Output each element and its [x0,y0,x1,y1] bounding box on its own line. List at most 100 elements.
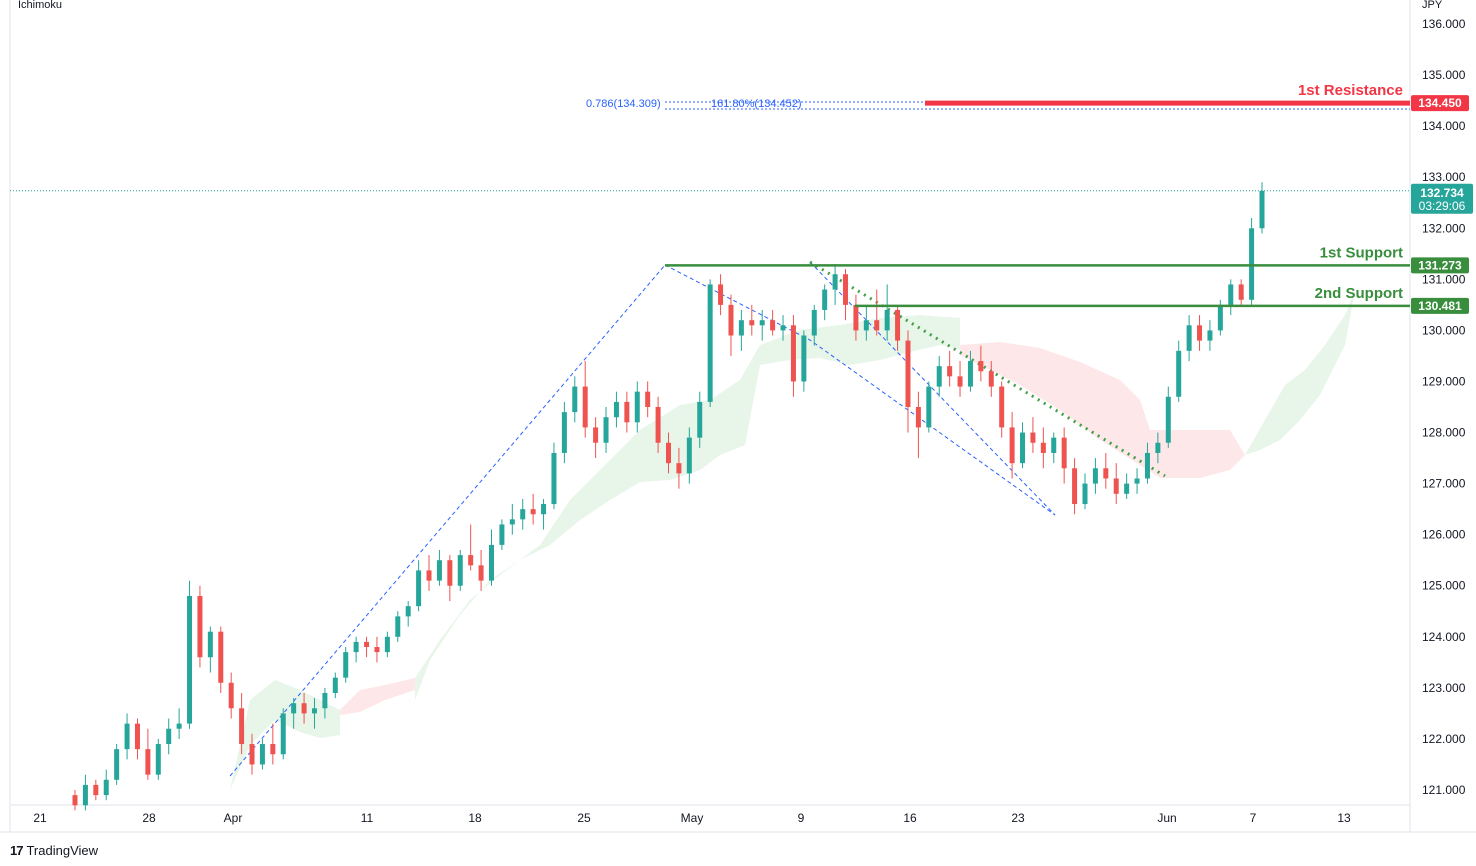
candle [1009,412,1015,479]
brand-footer[interactable]: 17 TradingView [10,840,98,860]
price-axis[interactable]: 136.000 135.000 134.000 133.000 132.000 131.0… [1422,17,1466,797]
candle [166,718,172,755]
fib-retracement-channel-top [664,264,1056,516]
candle-body [843,274,849,305]
candle [499,519,505,550]
candle [1051,432,1057,464]
candle-body [457,555,463,586]
candle [1165,386,1171,448]
candle-body [707,284,713,402]
candle [520,498,526,530]
candle-body [82,784,88,806]
candle [426,555,432,591]
candle [978,345,984,382]
candle [311,698,317,729]
time-axis[interactable]: 21 28 Apr 11 18 25 May 9 16 23 Jun 7 13 [33,811,1351,825]
candle-body [936,366,942,387]
candle [728,294,734,356]
candle [322,687,328,719]
candle [645,381,651,418]
candle [197,585,203,668]
candle-body [613,401,619,418]
candle [843,269,849,321]
candle-body [384,636,390,653]
candle [488,529,494,586]
candle-body [291,703,297,714]
candle [187,580,193,729]
fib-label-0786: 0.786(134.309) [586,98,661,110]
x-tick-label: May [681,811,704,825]
candle-body [905,340,911,407]
candle-body [738,320,744,336]
candle [93,779,99,801]
candle [780,315,786,341]
candle-body [801,335,807,382]
candle-body [1207,330,1213,341]
candle-body [103,779,109,796]
candle-body [822,289,828,310]
candle [176,708,182,739]
cloud-bull-segment-2 [415,315,960,700]
y-tick-label: 130.000 [1422,323,1466,337]
candle [301,692,307,724]
x-tick-label: Jun [1157,811,1176,825]
candle-body [1176,350,1182,397]
candle [145,728,151,780]
candle [1030,417,1036,453]
candle-body [1144,452,1150,479]
candle [364,636,370,658]
fib-extension-rising-leg [229,264,666,777]
candle-body [93,784,99,796]
candle-body [655,407,661,443]
candle-body [572,386,578,413]
candle [551,442,557,510]
candle-body [1134,478,1140,484]
y-tick-label: 128.000 [1422,426,1466,440]
candle-body [999,386,1005,428]
level-price-tag-bg [1411,297,1469,314]
candle [624,391,630,433]
candle-body [884,309,890,331]
candle [999,381,1005,438]
candle [666,432,671,474]
candle-body [811,309,817,336]
candle-body [145,749,151,775]
candle [853,294,859,341]
x-tick-label: 9 [798,811,805,825]
candle-body [343,652,349,678]
candle [561,401,567,464]
last-price-value: 132.734 [1420,186,1464,200]
candle [582,361,588,438]
currency-label: JPY [1422,0,1443,11]
candle-body [530,509,536,515]
y-tick-label: 127.000 [1422,477,1466,491]
candle-body [1113,478,1119,494]
candle [1082,473,1088,510]
candle-body [749,320,755,326]
candle-body [124,723,130,750]
candle [1134,468,1140,494]
tradingview-logo-icon: 17 [10,842,24,858]
candle [249,733,255,775]
candle [801,330,807,392]
candle-body [541,504,547,515]
candle-body [1040,442,1046,453]
candle [790,315,796,397]
level-price-tag-bg [1411,257,1469,274]
candle [957,361,963,397]
candle [228,672,234,719]
candle-body [1165,396,1171,443]
candle-body [134,723,140,750]
candle-body [322,692,328,709]
brand-name: TradingView [26,842,99,858]
support-resistance-levels: 1st Resistance 134.450 1st Support 131.273 2… [665,82,1469,314]
candle-body [499,524,505,545]
candle-body [395,616,401,637]
candle [749,304,755,336]
candle [967,350,973,392]
candle-body [686,437,692,474]
y-tick-label: 135.000 [1422,68,1466,82]
candle-body [915,407,921,428]
candle [915,391,921,459]
